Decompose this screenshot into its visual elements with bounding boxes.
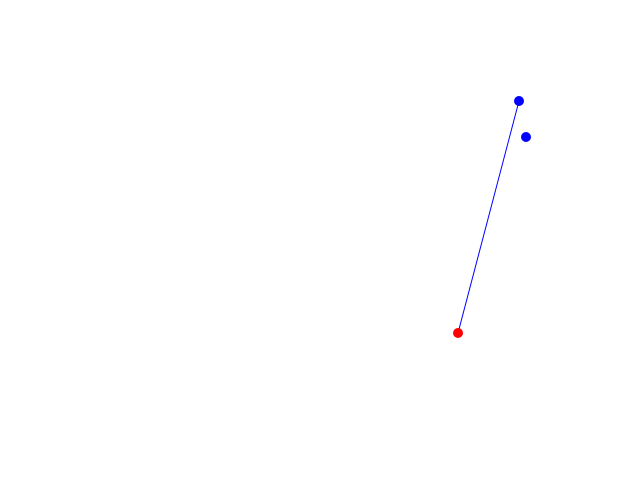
connector-line xyxy=(457,100,520,334)
blue-point xyxy=(521,132,531,142)
blue-point xyxy=(514,96,524,106)
red-point xyxy=(453,328,463,338)
